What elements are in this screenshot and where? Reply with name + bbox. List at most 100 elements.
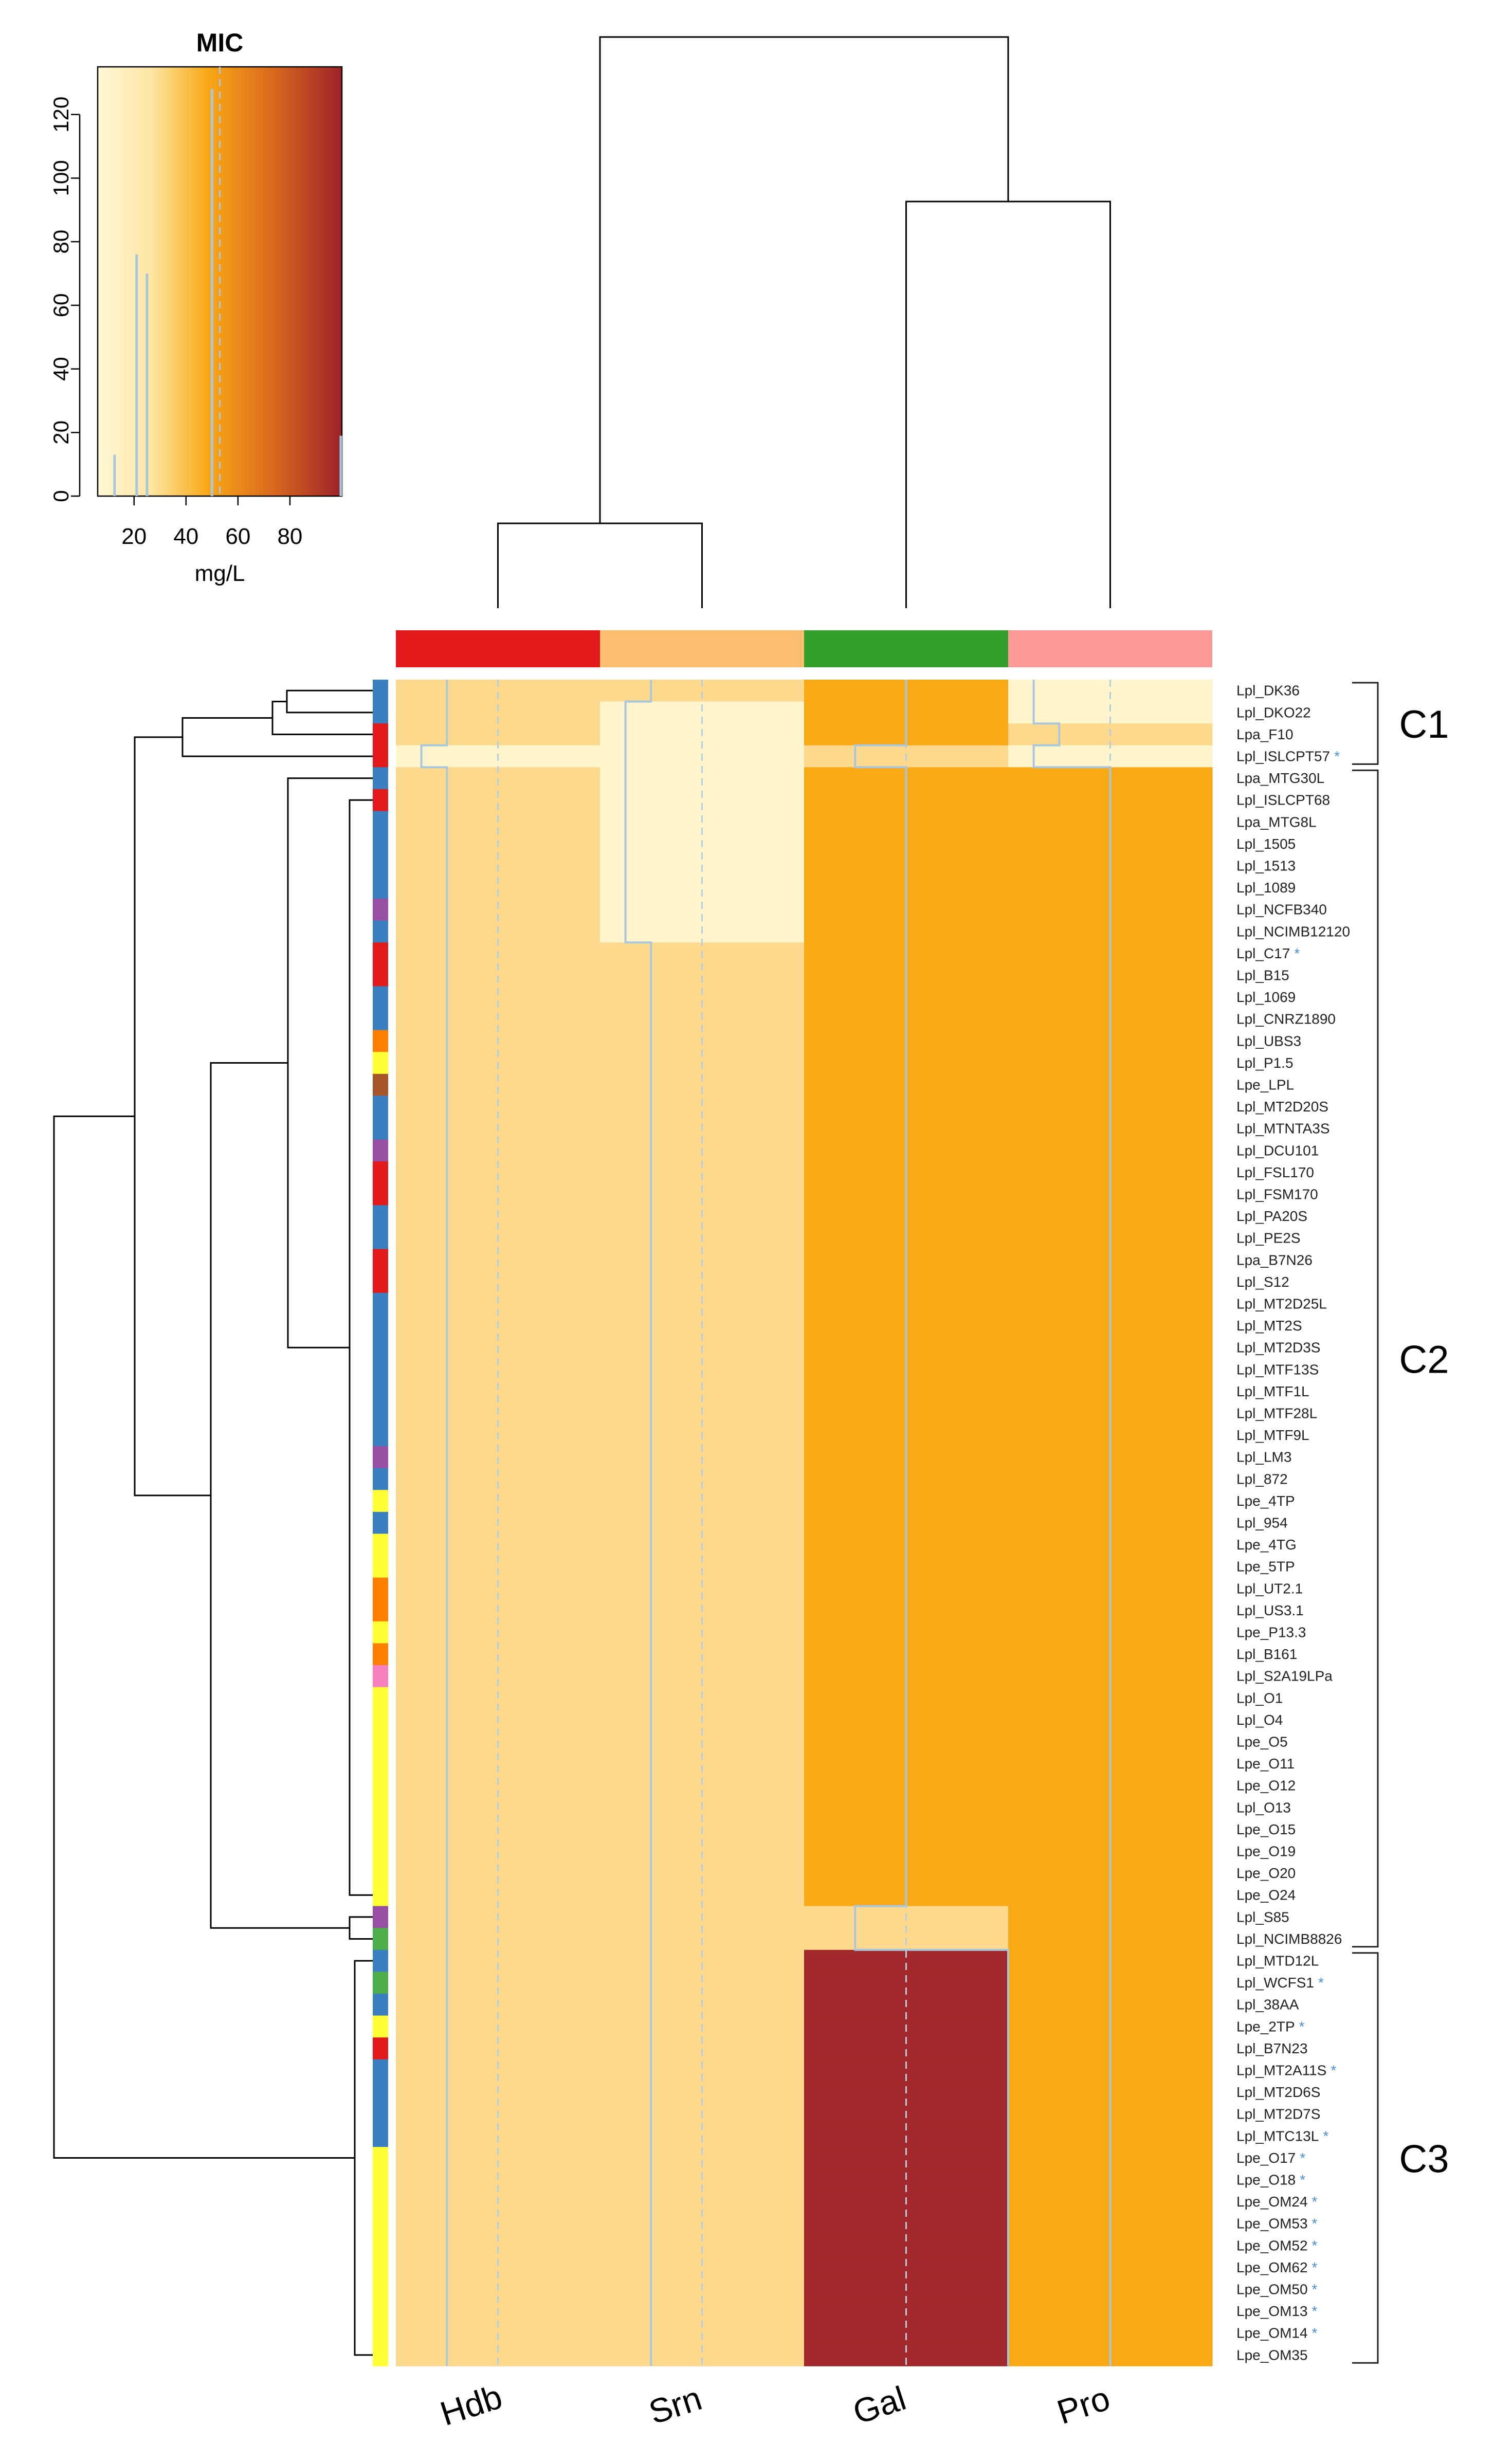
row-label: Lpl_LM3 xyxy=(1236,1449,1291,1465)
row-color-swatch xyxy=(373,1577,388,1600)
column-color-swatch xyxy=(804,630,1008,667)
row-label: Lpl_WCFS1 * xyxy=(1236,1975,1324,1991)
row-color-swatch xyxy=(373,701,388,724)
row-label: Lpl_1513 xyxy=(1236,858,1296,873)
row-color-swatch xyxy=(373,1096,388,1118)
color-key: MIC 20 40 60 80 mg/L 0 20 40 60 80 100 120 xyxy=(49,28,343,586)
row-color-swatch xyxy=(373,1337,388,1359)
row-label: Lpe_O24 xyxy=(1236,1887,1296,1903)
dendro-row-7 xyxy=(210,1062,350,1929)
column-side-colors xyxy=(396,630,1212,667)
key-title: MIC xyxy=(196,28,244,57)
star-marker: * xyxy=(1300,2150,1305,2166)
row-color-swatch xyxy=(373,1249,388,1271)
row-label: Lpl_P1.5 xyxy=(1236,1055,1294,1071)
row-label: Lpa_B7N26 xyxy=(1236,1252,1313,1268)
row-label: Lpl_MT2S xyxy=(1236,1318,1302,1334)
row-color-swatch xyxy=(373,1118,388,1140)
row-color-swatch xyxy=(373,1862,388,1885)
row-color-swatch xyxy=(373,2103,388,2126)
row-color-swatch xyxy=(373,1315,388,1337)
row-color-swatch xyxy=(373,723,388,746)
trace-line xyxy=(854,680,1009,2366)
row-color-swatch xyxy=(373,2322,388,2345)
row-color-swatch xyxy=(373,1073,388,1096)
column-color-swatch xyxy=(600,630,804,667)
row-label: Lpl_MTF9L xyxy=(1236,1427,1309,1443)
row-color-swatch xyxy=(373,1818,388,1841)
star-marker: * xyxy=(1331,2062,1336,2078)
row-color-swatch xyxy=(373,1139,388,1162)
row-color-swatch xyxy=(373,1446,388,1469)
row-color-swatch xyxy=(373,1292,388,1315)
row-label: Lpl_US3.1 xyxy=(1236,1602,1304,1618)
row-label: Lpl_CNRZ1890 xyxy=(1236,1011,1336,1027)
row-label: Lpl_B15 xyxy=(1236,967,1289,983)
row-label: Lpl_1089 xyxy=(1236,880,1296,896)
row-label: Lpl_954 xyxy=(1236,1515,1288,1530)
row-label: Lpl_MTF13S xyxy=(1236,1361,1319,1377)
row-label: Lpl_MT2D6S xyxy=(1236,2084,1320,2100)
row-color-swatch xyxy=(373,899,388,921)
row-color-swatch xyxy=(373,1753,388,1775)
row-color-swatch xyxy=(373,1511,388,1534)
star-marker: * xyxy=(1312,2259,1318,2275)
row-color-swatch xyxy=(373,1840,388,1863)
row-label: Lpl_DK36 xyxy=(1236,683,1300,699)
column-color-swatch xyxy=(396,630,600,667)
row-color-swatch xyxy=(373,2059,388,2082)
star-marker: * xyxy=(1312,2281,1318,2297)
row-color-swatch xyxy=(373,2125,388,2147)
row-color-swatch xyxy=(373,1928,388,1950)
row-label: Lpl_MT2D20S xyxy=(1236,1099,1328,1115)
cluster-label: C1 xyxy=(1399,703,1449,746)
row-color-swatch xyxy=(373,1424,388,1447)
row-label: Lpe_4TG xyxy=(1236,1537,1297,1553)
row-color-swatch xyxy=(373,1775,388,1797)
row-label: Lpa_MTG8L xyxy=(1236,814,1317,830)
trace-line xyxy=(420,680,448,2366)
row-color-swatch xyxy=(373,2015,388,2038)
star-marker: * xyxy=(1312,2194,1318,2210)
dendro-row-3 xyxy=(181,717,373,757)
row-label: Lpe_P13.3 xyxy=(1236,1624,1306,1640)
cluster-brackets: C1 C2 C3 xyxy=(1352,682,1449,2364)
row-label: Lpl_MTF28L xyxy=(1236,1405,1317,1421)
row-label: Lpl_MT2D3S xyxy=(1236,1340,1320,1356)
key-x-tick-label: 20 xyxy=(121,524,147,549)
star-marker: * xyxy=(1312,2216,1318,2232)
row-label: Lpl_NCFB340 xyxy=(1236,902,1327,918)
row-label: Lpl_NCIMB12120 xyxy=(1236,923,1350,939)
row-label: Lpl_UT2.1 xyxy=(1236,1580,1303,1596)
cluster-bracket xyxy=(1352,1952,1379,2364)
row-label: Lpl_MTF1L xyxy=(1236,1383,1309,1399)
row-label: Lpl_MTC13L * xyxy=(1236,2128,1328,2144)
row-label: Lpe_OM52 * xyxy=(1236,2237,1318,2253)
row-label: Lpl_872 xyxy=(1236,1471,1288,1487)
key-x-tick-label: 60 xyxy=(225,524,250,549)
trace-line xyxy=(1032,680,1112,2366)
row-dendrogram xyxy=(53,689,373,2356)
key-histogram xyxy=(113,89,342,496)
row-label: Lpe_OM50 * xyxy=(1236,2281,1318,2297)
row-label: Lpl_MT2D7S xyxy=(1236,2106,1320,2122)
row-color-swatch xyxy=(373,1687,388,1709)
row-label: Lpl_38AA xyxy=(1236,1997,1299,2013)
row-color-swatch xyxy=(373,2234,388,2257)
key-y-tick-label: 100 xyxy=(49,160,73,196)
row-color-swatch xyxy=(373,811,388,833)
trace-line xyxy=(624,680,652,2366)
row-color-swatch xyxy=(373,1665,388,1688)
row-label: Lpl_O4 xyxy=(1236,1712,1283,1728)
row-labels: Lpl_DK36 Lpl_DKO22 Lpa_F10 Lpl_ISLCPT57 * Lpa… xyxy=(1236,683,1350,2363)
row-color-swatch xyxy=(373,920,388,943)
row-label: Lpe_OM24 * xyxy=(1236,2194,1318,2210)
heatmap-traces xyxy=(420,680,1112,2366)
row-color-swatch xyxy=(373,1709,388,1731)
row-color-swatch xyxy=(373,1730,388,1753)
key-y-tick-label: 40 xyxy=(49,357,73,381)
row-label: Lpe_O17 * xyxy=(1236,2150,1305,2166)
star-marker: * xyxy=(1312,2303,1318,2319)
row-label: Lpl_DKO22 xyxy=(1236,704,1311,720)
